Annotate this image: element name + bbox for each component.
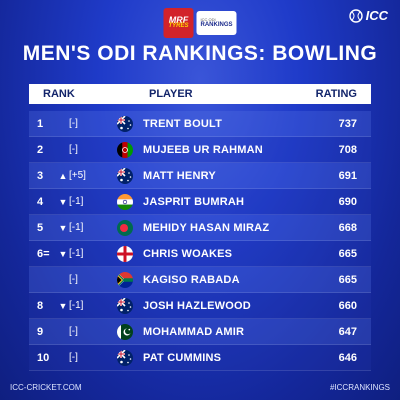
movement-arrow-icon: ▼ (58, 300, 68, 311)
player-name: MOHAMMAD AMIR (143, 325, 245, 338)
movement-arrow-icon: ▼ (58, 196, 68, 207)
rating-value: 668 (338, 221, 357, 234)
table-row: 2 [-] MUJEEB UR RAHMAN 708 (29, 137, 371, 163)
rank-value: 10 (37, 351, 50, 364)
movement-value: [-] (69, 326, 78, 337)
table-header: RANK PLAYER RATING (29, 84, 371, 104)
table-row: [-] KAGISO RABADA 665 (29, 267, 371, 293)
tyres-logo-text: TYRES (168, 23, 189, 30)
bangladesh-flag-icon (117, 219, 133, 236)
movement-value: [-1] (69, 248, 84, 259)
mrf-tyres-logo: MRF TYRES (163, 8, 194, 38)
south-africa-flag-icon (117, 271, 133, 288)
movement-value: [-] (69, 118, 78, 129)
pakistan-flag-icon (117, 323, 133, 340)
footer-hashtag: #ICCRANKINGS (329, 383, 390, 392)
odi-badge-line2: RANKINGS (200, 22, 233, 28)
rating-value: 665 (338, 273, 357, 286)
table-row: 3 ▲ [+5] MATT HENRY 691 (29, 163, 371, 189)
india-flag-icon (117, 193, 133, 210)
movement-arrow-icon: ▼ (58, 248, 68, 259)
table-row: 10 [-] PAT CUMMINS 646 (29, 345, 371, 371)
player-name: KAGISO RABADA (143, 273, 240, 286)
header-rank: RANK (43, 88, 75, 100)
player-name: TRENT BOULT (143, 117, 222, 130)
rank-value: 3 (37, 169, 44, 182)
player-name: JASPRIT BUMRAH (143, 195, 245, 208)
header-rating: RATING (315, 88, 357, 100)
header-player: PLAYER (149, 88, 193, 100)
rating-value: 665 (338, 247, 357, 260)
page-title: MEN'S ODI RANKINGS: BOWLING (22, 42, 378, 65)
rank-value: 8 (37, 299, 44, 312)
rank-value: 2 (37, 143, 44, 156)
afghanistan-flag-icon (117, 141, 133, 158)
table-row: 4 ▼ [-1] JASPRIT BUMRAH 690 (29, 189, 371, 215)
player-name: MEHIDY HASAN MIRAZ (143, 221, 270, 234)
movement-value: [-] (69, 352, 78, 363)
rank-value: 5 (37, 221, 44, 234)
rating-value: 708 (338, 143, 357, 156)
footer-website: ICC-CRICKET.COM (10, 383, 82, 392)
rank-value: 1 (37, 117, 44, 130)
movement-value: [+5] (69, 170, 86, 181)
australia-flag-icon (117, 115, 133, 132)
rating-value: 646 (338, 351, 357, 364)
mrf-logo-text: MRF (168, 14, 189, 25)
sponsor-logos: MRF TYRES ICC ODI RANKINGS (163, 8, 237, 38)
table-row: 5 ▼ [-1] MEHIDY HASAN MIRAZ 668 (29, 215, 371, 241)
rank-value: 4 (37, 195, 44, 208)
rating-value: 737 (338, 117, 357, 130)
odi-rankings-badge: ICC ODI RANKINGS (196, 11, 237, 35)
movement-arrow-icon: ▼ (58, 222, 68, 233)
player-name: MATT HENRY (143, 169, 216, 182)
movement-value: [-] (69, 144, 78, 155)
australia-flag-icon (117, 297, 133, 314)
player-name: JOSH HAZLEWOOD (143, 299, 251, 312)
rating-value: 647 (338, 325, 357, 338)
movement-value: [-] (69, 274, 78, 285)
rank-value: 9 (37, 325, 44, 338)
icc-ball-icon (348, 8, 363, 23)
rating-value: 691 (338, 169, 357, 182)
rankings-table: 1 [-] TRENT BOULT 737 2 [-] MUJEEB UR RA… (29, 111, 371, 371)
rating-value: 690 (338, 195, 357, 208)
rating-value: 660 (338, 299, 357, 312)
player-name: MUJEEB UR RAHMAN (143, 143, 263, 156)
player-name: PAT CUMMINS (143, 351, 222, 364)
movement-value: [-1] (69, 196, 84, 207)
icc-logo: ICC (348, 8, 388, 23)
australia-flag-icon (117, 349, 133, 366)
footer: ICC-CRICKET.COM #ICCRANKINGS (10, 383, 390, 392)
movement-value: [-1] (69, 222, 84, 233)
movement-arrow-icon: ▲ (58, 170, 68, 181)
england-flag-icon (117, 245, 133, 262)
table-row: 8 ▼ [-1] JOSH HAZLEWOOD 660 (29, 293, 371, 319)
icc-logo-text: ICC (365, 8, 388, 23)
table-row: 6= ▼ [-1] CHRIS WOAKES 665 (29, 241, 371, 267)
table-row: 9 [-] MOHAMMAD AMIR 647 (29, 319, 371, 345)
rank-value: 6= (37, 247, 50, 260)
player-name: CHRIS WOAKES (143, 247, 233, 260)
table-row: 1 [-] TRENT BOULT 737 (29, 111, 371, 137)
movement-value: [-1] (69, 300, 84, 311)
australia-flag-icon (117, 167, 133, 184)
odi-badge-line1: ICC ODI (200, 17, 216, 22)
